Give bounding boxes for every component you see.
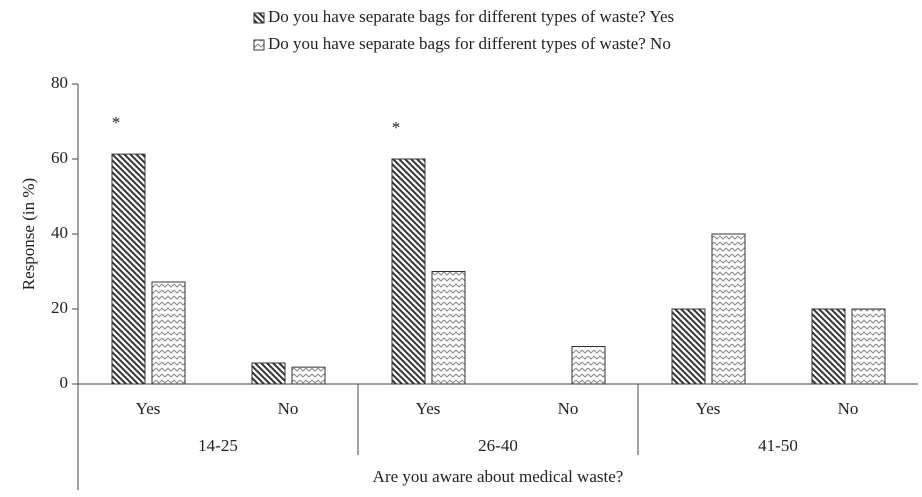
bar xyxy=(391,158,426,385)
group-label: 14-25 xyxy=(198,436,238,455)
legend-label: Do you have separate bags for different … xyxy=(268,34,671,53)
y-tick-label: 80 xyxy=(51,73,68,92)
bar xyxy=(671,308,706,385)
y-tick-label: 20 xyxy=(51,298,68,317)
bar xyxy=(151,281,186,385)
group-label: 26-40 xyxy=(478,436,518,455)
bar xyxy=(431,271,466,385)
y-axis-label: Response (in %) xyxy=(19,178,38,290)
bar xyxy=(111,153,146,385)
x-axis-label: Are you aware about medical waste? xyxy=(373,467,624,486)
x-tick-label: No xyxy=(278,399,299,418)
bar xyxy=(711,233,746,385)
legend-swatch xyxy=(253,39,265,51)
annotation: * xyxy=(112,113,121,132)
x-tick-label: No xyxy=(558,399,579,418)
y-tick-label: 40 xyxy=(51,223,68,242)
bar xyxy=(291,366,326,385)
x-tick-label: Yes xyxy=(696,399,721,418)
bar xyxy=(851,308,886,385)
annotation: * xyxy=(392,118,401,137)
bar xyxy=(811,308,846,385)
legend-swatch xyxy=(253,12,265,24)
bar xyxy=(571,346,606,385)
bar xyxy=(251,362,286,385)
x-tick-label: Yes xyxy=(136,399,161,418)
y-tick-label: 0 xyxy=(60,373,69,392)
group-label: 41-50 xyxy=(758,436,798,455)
y-tick-label: 60 xyxy=(51,148,68,167)
x-tick-label: Yes xyxy=(416,399,441,418)
legend-label: Do you have separate bags for different … xyxy=(268,7,674,26)
x-tick-label: No xyxy=(838,399,859,418)
